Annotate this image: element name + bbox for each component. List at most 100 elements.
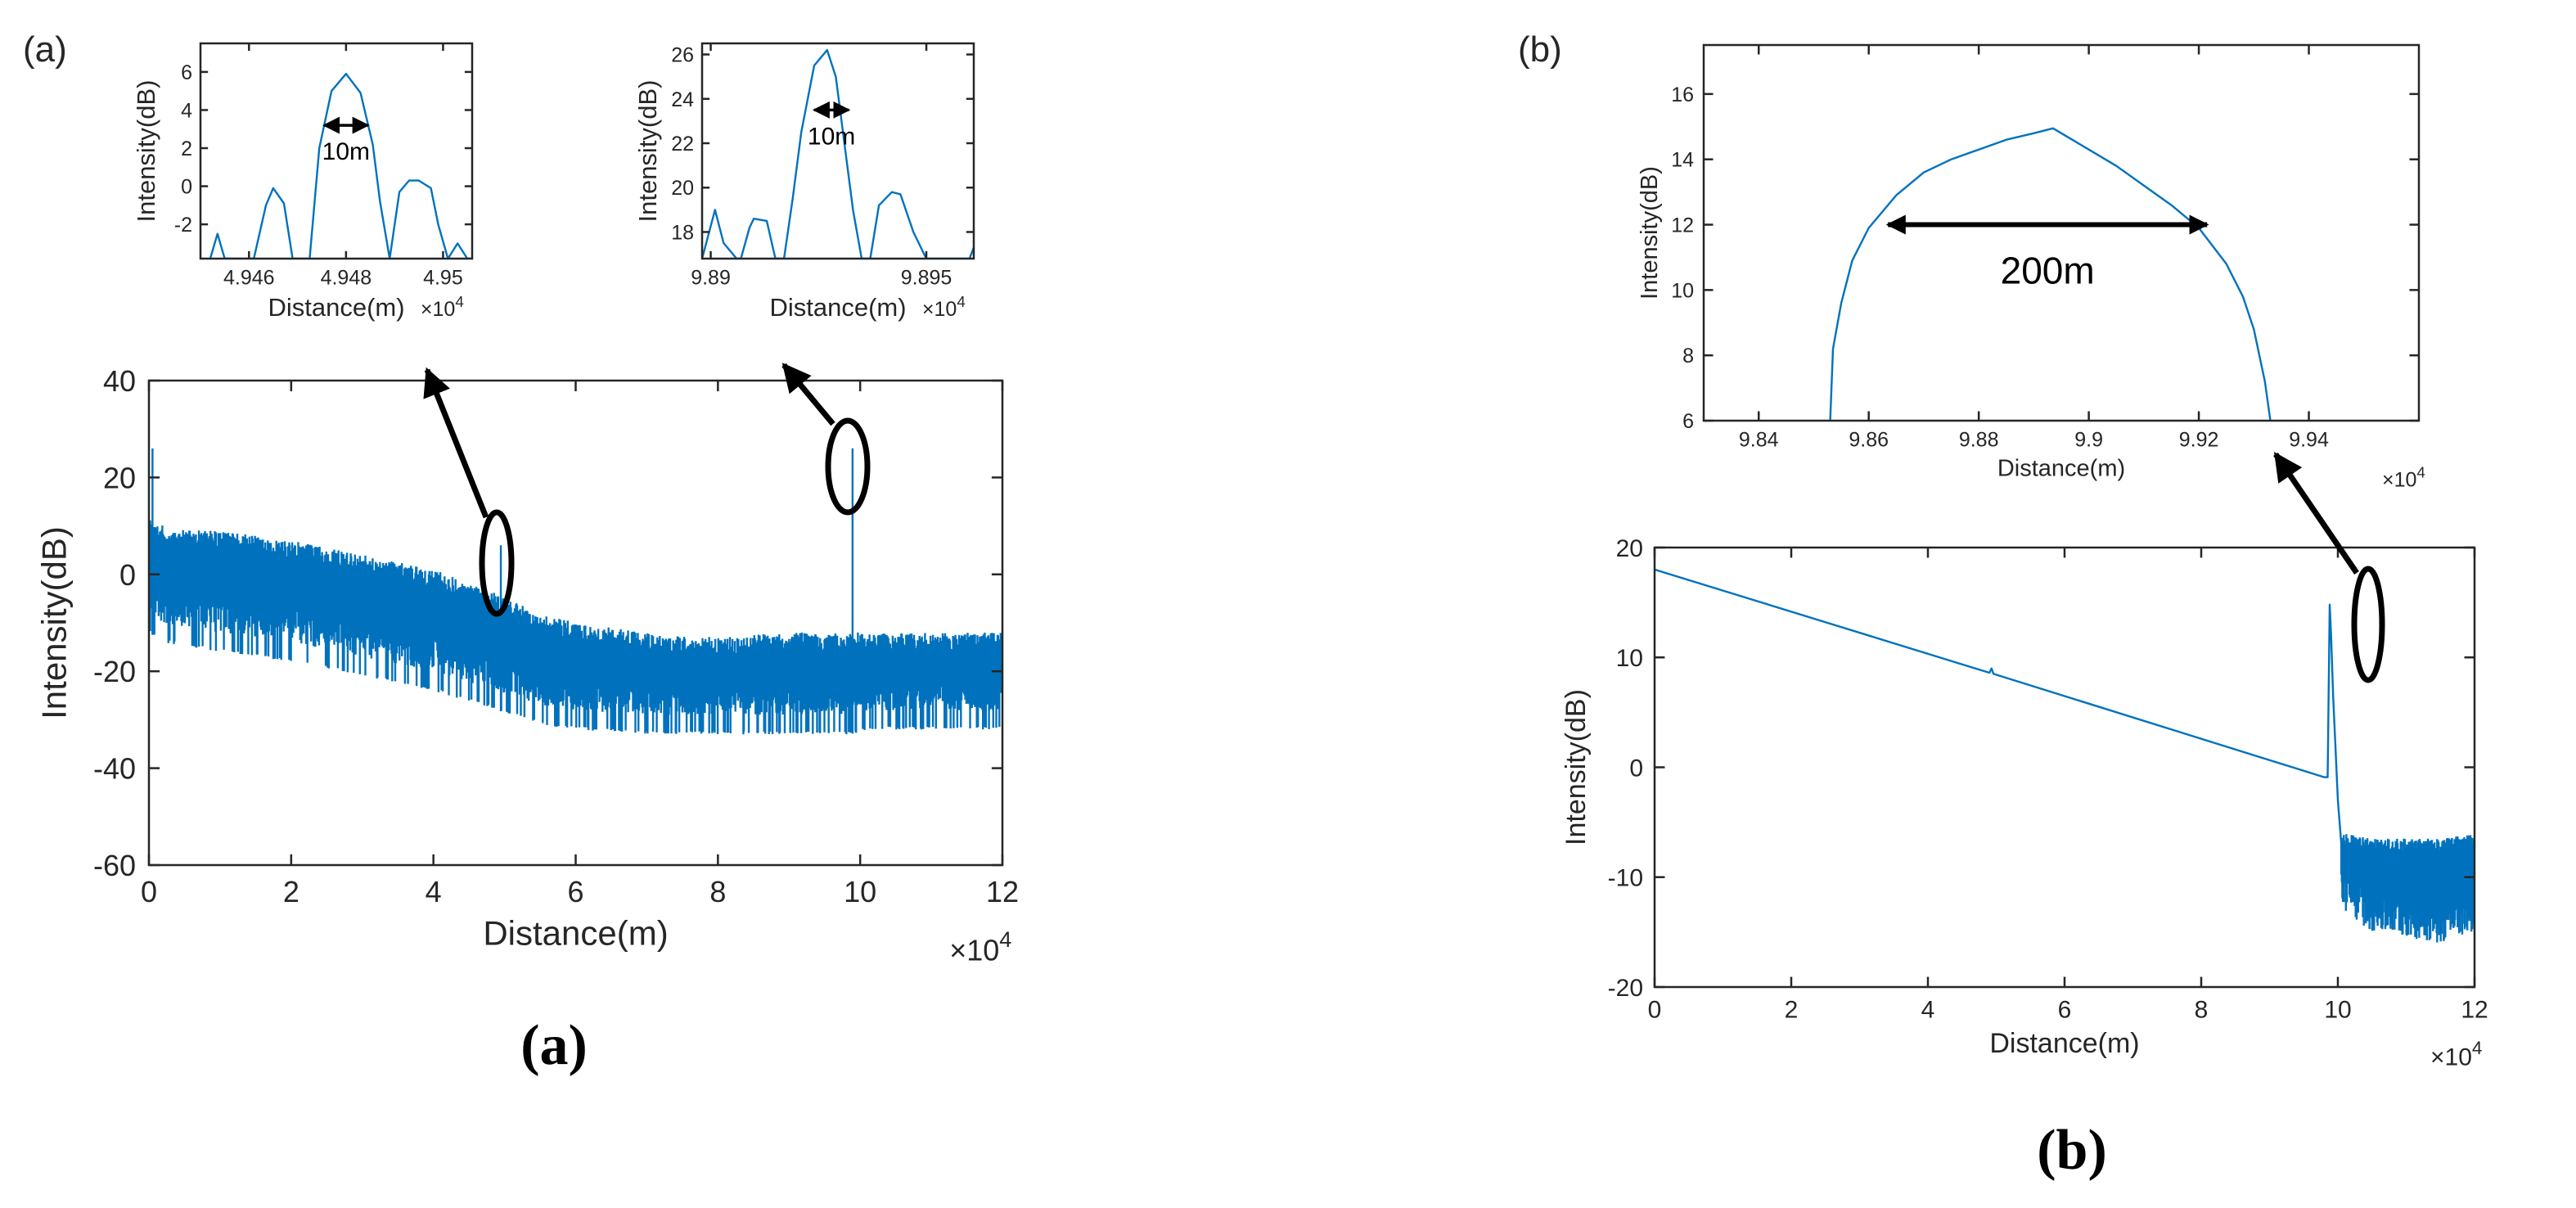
y-tick-label: -2 [174, 214, 192, 237]
x-axis-label: Distance(m) [1989, 1028, 2139, 1059]
x-tick-label: 9.88 [1959, 428, 1999, 451]
x-tick-label: 12 [986, 875, 1019, 908]
x-tick-label: 4.95 [423, 266, 463, 289]
y-tick-label: -20 [1608, 975, 1643, 1002]
y-axis-label: Intensity(dB) [633, 79, 662, 222]
y-tick-label: 10 [1616, 645, 1643, 672]
x-tick-label: 0 [141, 875, 157, 908]
axes-frame [1653, 546, 2476, 989]
x-tick-label: 2 [1785, 997, 1799, 1024]
y-tick-label: -40 [93, 752, 136, 786]
chart-a-inset-1: 4.946 4.948 4.95 -2 0 2 4 6 Distance(m) Intensity… [132, 42, 474, 322]
x-tick-label: 4.946 [223, 266, 275, 289]
x-tick-label: 4 [1921, 997, 1935, 1024]
x-tick-label: 4.948 [321, 266, 372, 289]
y-tick-label: 40 [103, 364, 136, 398]
trace-line [702, 48, 974, 259]
chart-b-inset: 9.84 9.86 9.88 9.9 9.92 9.94 6 8 10 12 14 16 Distanc… [1637, 43, 2425, 492]
x-tick-label: 2 [283, 875, 299, 908]
y-tick-label: 26 [671, 44, 694, 67]
x-tick-label: 6 [2058, 997, 2072, 1024]
y-tick-label: 20 [671, 177, 694, 200]
x-tick-label: 4 [426, 875, 442, 908]
width-label: 200m [2001, 250, 2095, 292]
callout-arrow-a1 [423, 367, 489, 519]
callout-ellipse-b [2351, 566, 2385, 683]
x-axis-label: Distance(m) [1997, 456, 2125, 482]
y-axis-label: Intensity(dB) [1560, 689, 1592, 845]
callout-arrow-b [2273, 452, 2359, 575]
x-multiplier: ×104 [421, 293, 464, 321]
x-axis-label: Distance(m) [483, 914, 668, 953]
y-axis-label: Intensity(dB) [1637, 166, 1663, 300]
x-tick-label: 9.92 [2179, 428, 2219, 451]
y-tick-label: 20 [1616, 535, 1643, 562]
trace-line [1655, 568, 2343, 845]
x-axis-label: Distance(m) [769, 293, 906, 322]
x-tick-label: 9.9 [2074, 428, 2103, 451]
y-tick-label: 16 [1671, 83, 1694, 106]
y-tick-label: 14 [1671, 149, 1694, 172]
callout-ellipse-a2 [825, 417, 871, 516]
callout-arrow-a2 [781, 363, 835, 426]
x-tick-label: 9.94 [2289, 428, 2329, 451]
y-tick-label: 6 [181, 61, 192, 84]
x-tick-label: 9.84 [1739, 428, 1779, 451]
y-tick-label: 0 [119, 558, 136, 592]
trace-noise-band [149, 520, 1002, 735]
x-tick-label: 9.89 [691, 266, 731, 289]
x-tick-label: 10 [2324, 997, 2351, 1024]
y-tick-label: 2 [181, 137, 192, 160]
y-tick-label: 20 [103, 461, 136, 494]
y-axis-label: Intensity(dB) [34, 526, 73, 719]
x-tick-label: 8 [709, 875, 726, 908]
y-tick-label: -60 [93, 849, 136, 882]
x-tick-label: 9.895 [901, 266, 952, 289]
x-multiplier: ×104 [949, 927, 1011, 967]
panel-tag-a: (a) [23, 29, 67, 70]
plot-area [702, 48, 974, 259]
axes-frame [700, 42, 975, 260]
x-tick-label: 0 [1648, 997, 1662, 1024]
x-axis-label: Distance(m) [268, 293, 404, 322]
panel-tag-b: (b) [1518, 29, 1562, 70]
callout-ellipse-a1 [479, 509, 515, 617]
y-tick-label: 24 [671, 88, 694, 111]
y-tick-label: 6 [1682, 410, 1694, 433]
x-tick-label: 8 [2195, 997, 2209, 1024]
chart-a-main: 0 2 4 6 8 10 12 -60 -40 -20 0 20 40 Distance(m) Intens… [34, 364, 1019, 967]
y-tick-label: 12 [1671, 214, 1694, 237]
trace-line [1829, 127, 2272, 421]
caption-a: (a) [520, 1014, 588, 1077]
caption-b: (b) [2037, 1119, 2107, 1182]
y-axis-label: Intensity(dB) [132, 79, 160, 222]
axes-frame [199, 42, 474, 260]
plot-area [149, 448, 1002, 735]
x-tick-label: 9.86 [1849, 428, 1889, 451]
width-label: 10m [808, 123, 855, 150]
plot-area [1655, 568, 2475, 943]
y-tick-label: 18 [671, 221, 694, 244]
trace-line [209, 73, 472, 259]
x-multiplier: ×104 [2430, 1038, 2482, 1071]
y-tick-label: 22 [671, 133, 694, 156]
y-tick-label: 8 [1682, 345, 1694, 367]
x-tick-label: 10 [844, 875, 876, 908]
y-tick-label: 0 [181, 176, 192, 199]
x-tick-label: 6 [567, 875, 583, 908]
y-tick-label: 4 [181, 99, 192, 122]
trace-noise-floor [2340, 834, 2475, 943]
plot-area [1829, 127, 2272, 421]
y-tick-label: 10 [1671, 279, 1694, 302]
x-multiplier: ×104 [2382, 463, 2425, 491]
y-tick-label: -20 [93, 655, 136, 688]
x-multiplier: ×104 [922, 293, 966, 321]
width-label: 10m [322, 138, 370, 165]
chart-a-inset-2: 9.89 9.895 18 20 22 24 26 Distance(m) Intensity(… [633, 42, 975, 322]
y-tick-label: -10 [1608, 865, 1643, 892]
axes-frame [1702, 43, 2421, 422]
y-tick-label: 0 [1629, 755, 1643, 782]
plot-area [209, 73, 472, 259]
x-tick-label: 12 [2461, 997, 2488, 1024]
